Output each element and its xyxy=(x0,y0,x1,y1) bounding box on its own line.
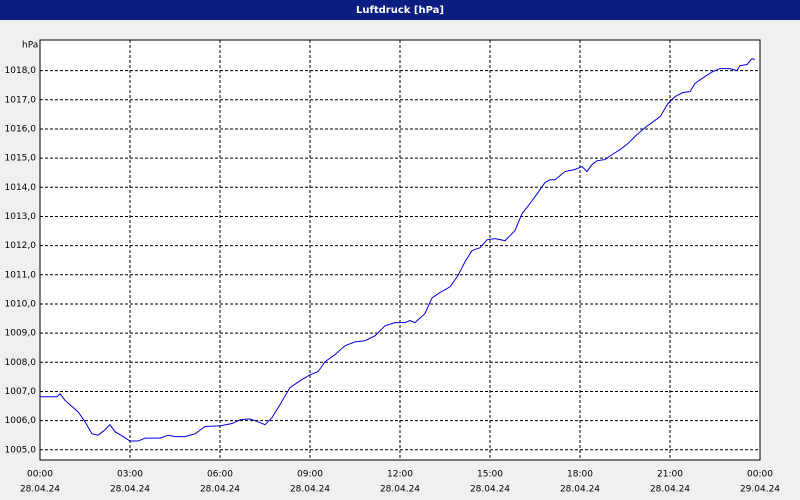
x-tick-label: 15:00 xyxy=(477,470,503,480)
x-tick-label: 21:00 xyxy=(657,470,683,480)
plot-frame xyxy=(39,39,761,461)
x-tick-label: 06:00 xyxy=(207,470,233,480)
x-tick-label: 18:00 xyxy=(567,470,593,480)
y-tick-label: 1017,0 xyxy=(5,95,37,105)
y-tick-label: 1007,0 xyxy=(5,387,37,397)
y-tick-label: 1011,0 xyxy=(5,270,37,280)
x-tick-date: 28.04.24 xyxy=(380,485,420,495)
title-bar xyxy=(0,0,800,20)
y-tick-label: 1013,0 xyxy=(5,212,37,222)
x-tick-date: 28.04.24 xyxy=(110,485,150,495)
line-series xyxy=(40,58,756,442)
y-tick-label: 1010,0 xyxy=(5,299,37,309)
x-tick-label: 12:00 xyxy=(387,470,413,480)
x-tick-date: 28.04.24 xyxy=(650,485,690,495)
x-tick-date: 28.04.24 xyxy=(560,485,600,495)
y-tick-label: 1006,0 xyxy=(5,416,37,426)
chart-title: Luftdruck [hPa] xyxy=(356,5,444,16)
y-tick-label: 1018,0 xyxy=(5,66,37,76)
y-tick-label: 1014,0 xyxy=(5,183,37,193)
x-tick-label: 00:00 xyxy=(747,470,773,480)
x-tick-label: 03:00 xyxy=(117,470,143,480)
y-tick-label: 1012,0 xyxy=(5,241,37,251)
y-tick-label: 1009,0 xyxy=(5,329,37,339)
y-tick-label: 1016,0 xyxy=(5,124,37,134)
x-tick-date: 28.04.24 xyxy=(200,485,240,495)
y-unit: hPa xyxy=(22,41,38,51)
x-tick-date: 28.04.24 xyxy=(470,485,510,495)
y-tick-label: 1005,0 xyxy=(5,445,37,455)
y-tick-label: 1015,0 xyxy=(5,154,37,164)
x-tick-date: 28.04.24 xyxy=(20,485,60,495)
x-tick-date: 29.04.24 xyxy=(740,485,780,495)
y-tick-label: 1008,0 xyxy=(5,358,37,368)
x-tick-label: 09:00 xyxy=(297,470,323,480)
x-tick-date: 28.04.24 xyxy=(290,485,330,495)
x-tick-label: 00:00 xyxy=(27,470,53,480)
